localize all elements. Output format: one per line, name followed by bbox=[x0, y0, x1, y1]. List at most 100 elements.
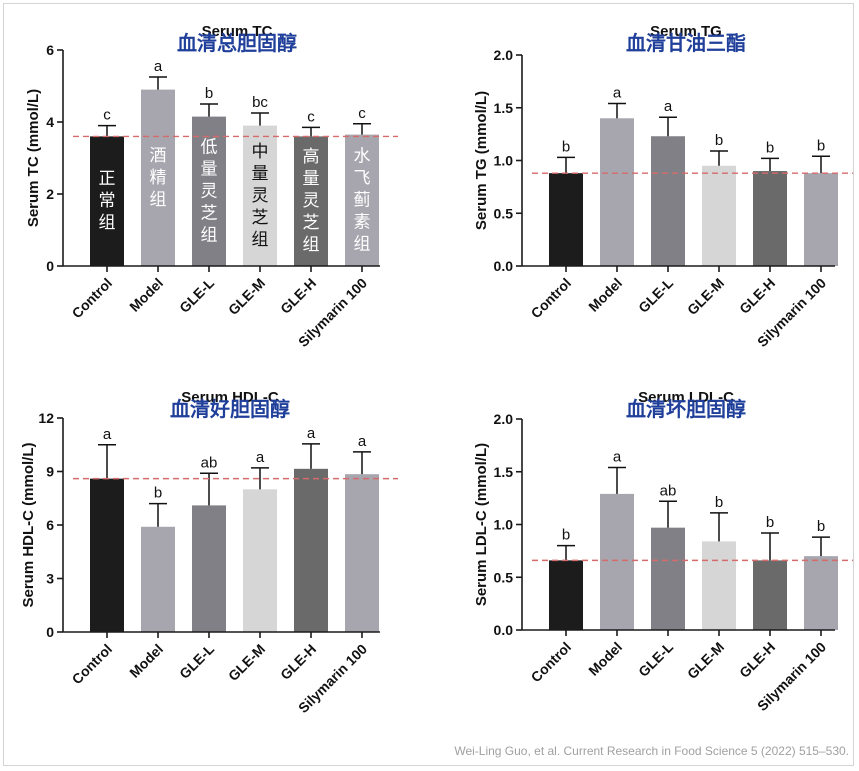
y-tick-label: 1.0 bbox=[494, 153, 514, 169]
x-category-label: Model bbox=[126, 641, 166, 681]
bar-inner-label: 中量灵芝组 bbox=[252, 142, 269, 250]
chart-subtitle: 血清甘油三酯 bbox=[626, 31, 746, 55]
y-tick-label: 6 bbox=[46, 517, 54, 533]
significance-letter: a bbox=[664, 98, 673, 115]
significance-letter: b bbox=[562, 138, 570, 155]
chart-subtitle: 血清总胆固醇 bbox=[177, 31, 297, 55]
x-category-label: GLE-H bbox=[736, 639, 778, 681]
x-category-label: Model bbox=[126, 275, 166, 315]
bar-silymarin-100 bbox=[804, 173, 838, 266]
bar-inner-label: 高量灵芝组 bbox=[303, 147, 320, 255]
significance-letter: c bbox=[358, 105, 366, 122]
significance-letter: b bbox=[715, 494, 723, 511]
x-category-label: GLE-M bbox=[684, 275, 727, 318]
x-category-label: GLE-L bbox=[635, 638, 676, 679]
significance-letter: b bbox=[766, 139, 774, 156]
y-tick-label: 4 bbox=[46, 114, 54, 130]
bar-control bbox=[549, 173, 583, 266]
x-category-label: GLE-L bbox=[176, 640, 217, 681]
y-axis-label: Serum LDL-C (mmol/L) bbox=[473, 443, 490, 606]
bar-control bbox=[90, 136, 124, 266]
figure-frame bbox=[3, 3, 854, 766]
y-tick-label: 2 bbox=[46, 186, 54, 202]
significance-letter: a bbox=[613, 85, 622, 102]
bar-gle-h bbox=[294, 468, 328, 632]
chart-title: Serum HDL-C bbox=[181, 389, 279, 406]
significance-letter: b bbox=[715, 132, 723, 149]
bar-control bbox=[549, 560, 583, 630]
y-tick-label: 1.5 bbox=[494, 100, 514, 116]
significance-letter: b bbox=[817, 137, 825, 154]
y-tick-label: 1.5 bbox=[494, 464, 514, 480]
y-axis-label: Serum TC (mmol/L) bbox=[25, 89, 42, 227]
y-tick-label: 0 bbox=[46, 258, 54, 274]
y-tick-label: 0.0 bbox=[494, 258, 514, 274]
significance-letter: a bbox=[256, 449, 265, 466]
bar-control bbox=[90, 478, 124, 632]
x-category-label: Model bbox=[585, 275, 625, 315]
citation-text: Wei-Ling Guo, et al. Current Research in… bbox=[454, 744, 849, 758]
y-tick-label: 1.0 bbox=[494, 517, 514, 533]
bar-gle-h bbox=[753, 560, 787, 630]
bar-silymarin-100 bbox=[345, 474, 379, 632]
bar-gle-m bbox=[243, 489, 277, 632]
significance-letter: ab bbox=[201, 454, 218, 471]
significance-letter: a bbox=[154, 58, 163, 75]
bar-silymarin-100 bbox=[345, 134, 379, 266]
chart-title: Serum LDL-C bbox=[638, 389, 734, 406]
bar-inner-label: 酒精组 bbox=[150, 146, 167, 210]
bar-inner-label: 低量灵芝组 bbox=[201, 137, 218, 245]
significance-letter: c bbox=[307, 108, 315, 125]
significance-letter: a bbox=[358, 433, 367, 450]
bar-gle-m bbox=[243, 125, 277, 266]
x-category-label: GLE-M bbox=[225, 641, 268, 684]
y-tick-label: 6 bbox=[46, 42, 54, 58]
x-category-label: GLE-L bbox=[176, 274, 217, 315]
y-axis-label: Serum HDL-C (mmol/L) bbox=[20, 442, 37, 607]
significance-letter: a bbox=[103, 426, 112, 443]
y-tick-label: 0.0 bbox=[494, 622, 514, 638]
bar-gle-l bbox=[192, 116, 226, 266]
significance-letter: b bbox=[562, 527, 570, 544]
chart-title: Serum TG bbox=[650, 23, 722, 40]
x-category-label: Control bbox=[69, 641, 116, 688]
chart-title: Serum TC bbox=[202, 23, 273, 40]
bar-gle-h bbox=[294, 136, 328, 266]
significance-letter: a bbox=[613, 449, 622, 466]
bar-gle-l bbox=[192, 505, 226, 632]
y-tick-label: 3 bbox=[46, 571, 54, 587]
significance-letter: ab bbox=[660, 482, 677, 499]
bar-model bbox=[141, 526, 175, 632]
significance-letter: b bbox=[154, 485, 162, 502]
x-category-label: GLE-H bbox=[277, 275, 319, 317]
x-category-label: Model bbox=[585, 639, 625, 679]
bar-gle-m bbox=[702, 165, 736, 266]
significance-letter: c bbox=[103, 107, 111, 124]
y-tick-label: 0 bbox=[46, 624, 54, 640]
x-category-label: GLE-H bbox=[736, 275, 778, 317]
bar-gle-l bbox=[651, 527, 685, 630]
x-category-label: GLE-M bbox=[684, 639, 727, 682]
y-axis-label: Serum TG (mmol/L) bbox=[473, 91, 490, 230]
bar-model bbox=[141, 89, 175, 266]
significance-letter: a bbox=[307, 425, 316, 442]
bar-model bbox=[600, 493, 634, 630]
y-tick-label: 2.0 bbox=[494, 411, 514, 427]
x-category-label: GLE-M bbox=[225, 275, 268, 318]
significance-letter: bc bbox=[252, 94, 268, 111]
x-category-label: Control bbox=[69, 275, 116, 322]
x-category-label: GLE-H bbox=[277, 641, 319, 683]
significance-letter: b bbox=[817, 518, 825, 535]
x-category-label: GLE-L bbox=[635, 274, 676, 315]
chart-subtitle: 血清好胆固醇 bbox=[170, 397, 290, 421]
bar-gle-h bbox=[753, 171, 787, 266]
y-tick-label: 0.5 bbox=[494, 569, 514, 585]
bar-inner-label: 水飞蓟素组 bbox=[354, 146, 371, 254]
x-category-label: Control bbox=[528, 639, 575, 686]
y-tick-label: 9 bbox=[46, 464, 54, 480]
y-tick-label: 2.0 bbox=[494, 47, 514, 63]
